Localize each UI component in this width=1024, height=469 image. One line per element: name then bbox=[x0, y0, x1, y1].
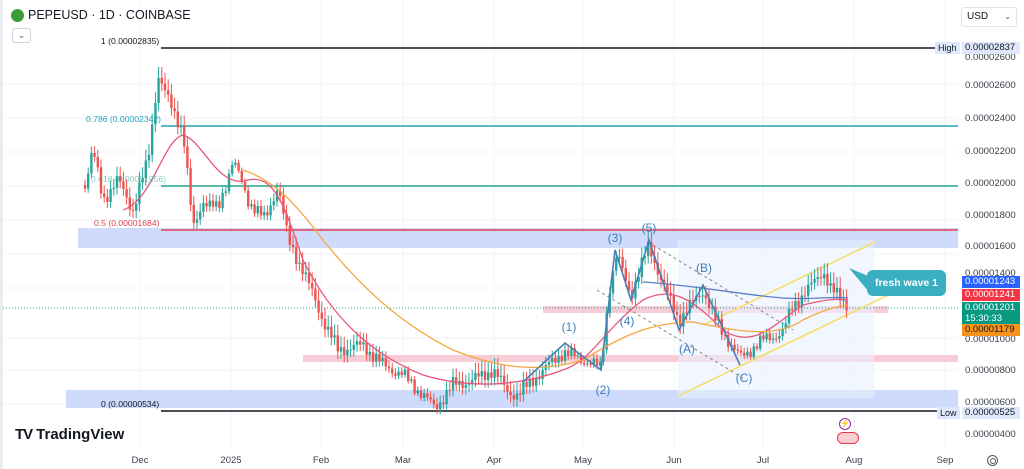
wave-label-2: (2) bbox=[595, 383, 611, 397]
price-tick: 0.00002600 bbox=[965, 80, 1016, 91]
time-tick: Mar bbox=[394, 455, 412, 466]
wave-label-b: (B) bbox=[696, 261, 712, 275]
time-tick: Aug bbox=[845, 455, 863, 466]
price-tag-ema-red: 0.00001241 bbox=[962, 289, 1020, 301]
last-price-value: 0.00001201 bbox=[965, 302, 1016, 313]
price-tag-last: 0.00001201 15:30:33 bbox=[962, 302, 1020, 324]
time-tick: Dec bbox=[131, 455, 149, 466]
high-value: 0.00002837 bbox=[962, 42, 1020, 54]
wave-label-3: (3) bbox=[607, 231, 623, 245]
price-tick: 0.00001400 bbox=[965, 268, 1016, 279]
wave-label-1: (1) bbox=[561, 320, 577, 334]
tradingview-mark-icon: TV bbox=[15, 426, 33, 443]
price-tick: 0.00002000 bbox=[965, 178, 1016, 189]
price-tick: 0.00002200 bbox=[965, 146, 1016, 157]
wave-label-a: (A) bbox=[679, 342, 695, 356]
price-tick: 0.00001600 bbox=[965, 241, 1016, 252]
price-tick: 0.00001000 bbox=[965, 334, 1016, 345]
tradingview-logo[interactable]: TV TradingView bbox=[15, 426, 124, 443]
time-tick: Feb bbox=[312, 455, 330, 466]
price-tick: 0.00002400 bbox=[965, 113, 1016, 124]
currency-value: USD bbox=[967, 11, 989, 22]
price-tick: 0.00001800 bbox=[965, 210, 1016, 221]
chevron-down-icon: ⌄ bbox=[1004, 12, 1011, 21]
price-tick: 0.00000600 bbox=[965, 397, 1016, 408]
price-tick: 0.00002600 bbox=[965, 52, 1016, 63]
price-tick: 0.00000400 bbox=[965, 429, 1016, 440]
fib-label-05: 0.5 (0.00001684) bbox=[94, 218, 160, 228]
wave-label-4: (4) bbox=[619, 314, 635, 328]
us-flag-economic-event-icon[interactable] bbox=[837, 432, 859, 444]
lightning-event-icon[interactable]: ⚡ bbox=[839, 418, 851, 430]
symbol-header[interactable]: PEPEUSD · 1D · COINBASE bbox=[11, 6, 191, 24]
bar-countdown: 15:30:33 bbox=[965, 313, 1002, 324]
time-tick: Apr bbox=[486, 455, 502, 466]
time-tick: Sep bbox=[936, 455, 954, 466]
price-tick: 0.00000800 bbox=[965, 365, 1016, 376]
fresh-wave-callout[interactable]: fresh wave 1 bbox=[867, 270, 946, 296]
symbol-title: PEPEUSD · 1D · COINBASE bbox=[28, 8, 191, 22]
low-value: 0.00000525 bbox=[962, 407, 1020, 419]
time-tick: Jun bbox=[666, 455, 682, 466]
low-label: Low bbox=[937, 407, 960, 419]
chevron-down-icon: ⌄ bbox=[17, 30, 26, 40]
time-tick: Jul bbox=[756, 455, 770, 466]
time-tick: May bbox=[574, 455, 592, 466]
wave-label-5: (5) bbox=[641, 221, 657, 235]
price-tag-ema-orange: 0.00001179 bbox=[962, 324, 1020, 336]
tradingview-wordmark: TradingView bbox=[36, 426, 125, 443]
fib-label-1: 1 (0.00002835) bbox=[101, 36, 160, 46]
high-label: High bbox=[935, 42, 960, 54]
collapse-legend-button[interactable]: ⌄ bbox=[12, 28, 31, 43]
currency-selector[interactable]: USD ⌄ bbox=[961, 7, 1017, 27]
fib-label-0618: 0.618 (0.00001956) bbox=[91, 174, 167, 184]
price-tag-ma-blue: 0.00001243 bbox=[962, 276, 1020, 288]
fib-label-0786: 0.786 (0.00002342) bbox=[86, 114, 162, 124]
fib-label-0: 0 (0.00000534) bbox=[101, 399, 160, 409]
time-tick: 2025 bbox=[220, 455, 242, 466]
price-chart-canvas[interactable] bbox=[3, 0, 1024, 469]
support-zone-upper bbox=[303, 355, 958, 362]
pepe-coin-icon bbox=[11, 8, 24, 22]
chart-settings-icon[interactable] bbox=[987, 455, 998, 466]
wave-label-c: (C) bbox=[735, 371, 753, 385]
